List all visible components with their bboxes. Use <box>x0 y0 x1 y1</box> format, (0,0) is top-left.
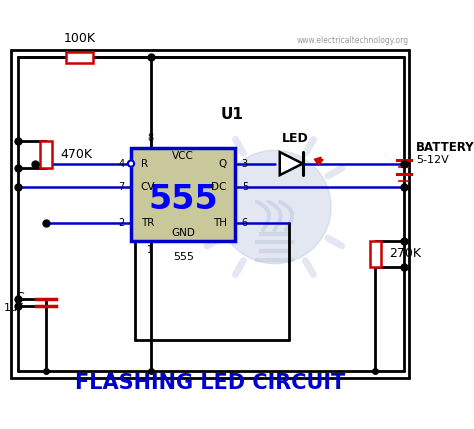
Circle shape <box>128 160 134 167</box>
Text: DC: DC <box>211 182 227 192</box>
Text: 1uF: 1uF <box>3 303 24 313</box>
Bar <box>10 50 409 378</box>
Text: 5-12V: 5-12V <box>416 155 449 165</box>
Bar <box>66 52 93 63</box>
Text: 555: 555 <box>148 183 218 216</box>
Text: LED: LED <box>283 132 309 145</box>
Text: 4: 4 <box>118 159 125 169</box>
Text: 7: 7 <box>118 182 125 192</box>
Text: CV: CV <box>141 182 155 192</box>
Text: BATTERY: BATTERY <box>416 141 474 154</box>
Text: C: C <box>15 291 24 304</box>
Text: www.electricaltechnology.org: www.electricaltechnology.org <box>297 36 409 45</box>
Polygon shape <box>280 152 303 175</box>
Text: GND: GND <box>171 228 195 238</box>
FancyBboxPatch shape <box>131 148 236 241</box>
Text: TR: TR <box>141 218 154 228</box>
Text: 2: 2 <box>118 218 125 228</box>
Text: 100K: 100K <box>64 32 96 45</box>
Text: R: R <box>141 159 148 169</box>
Text: 8: 8 <box>147 133 154 143</box>
Text: 555: 555 <box>173 251 194 262</box>
Text: 3: 3 <box>242 159 248 169</box>
Text: TH: TH <box>213 218 227 228</box>
Text: VCC: VCC <box>173 151 194 160</box>
Text: 1: 1 <box>147 245 154 255</box>
Bar <box>370 241 381 267</box>
Text: U1: U1 <box>220 106 243 121</box>
Text: 270K: 270K <box>390 248 421 260</box>
Text: 5: 5 <box>242 182 248 192</box>
Text: 6: 6 <box>242 218 248 228</box>
Text: 470K: 470K <box>60 148 92 161</box>
Text: Q: Q <box>219 159 227 169</box>
Circle shape <box>218 150 331 264</box>
Text: FLASHING LED CIRCUIT: FLASHING LED CIRCUIT <box>75 373 345 393</box>
Bar <box>40 142 52 168</box>
